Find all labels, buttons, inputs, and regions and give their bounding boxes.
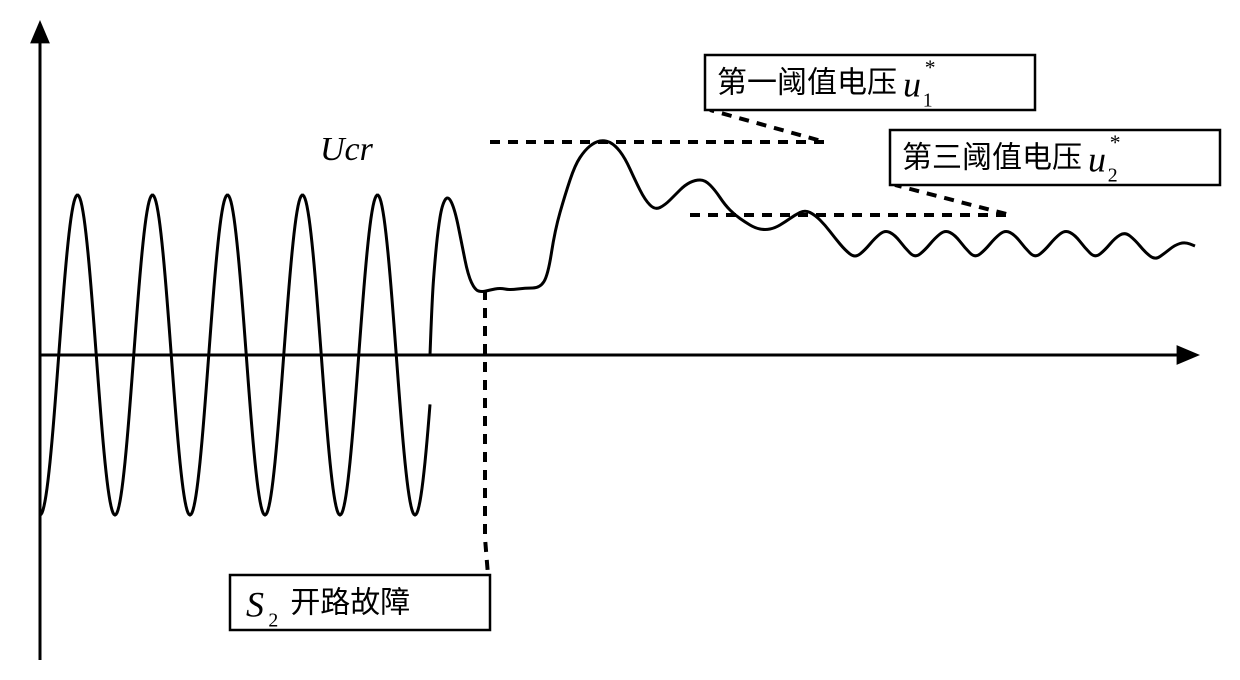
threshold2-label-var: u [1088, 139, 1106, 179]
fault-var: S [246, 584, 264, 624]
threshold1-label-text: 第一阈值电压 [717, 66, 897, 99]
fault-text: 开路故障 [290, 586, 410, 619]
fault-sub: 2 [268, 609, 278, 631]
threshold2-label-text: 第三阈值电压 [902, 141, 1082, 174]
waveform-diagram: Ucr第一阈值电压u1*第三阈值电压u2*S2开路故障 [0, 0, 1240, 680]
threshold2-label-sup: * [1110, 130, 1121, 154]
threshold1-label-sub: 1 [923, 89, 933, 111]
threshold2-label-sub: 2 [1108, 164, 1118, 186]
ucr-label: Ucr [320, 131, 374, 168]
threshold1-label-sup: * [925, 55, 936, 79]
threshold1-label-var: u [903, 64, 921, 104]
